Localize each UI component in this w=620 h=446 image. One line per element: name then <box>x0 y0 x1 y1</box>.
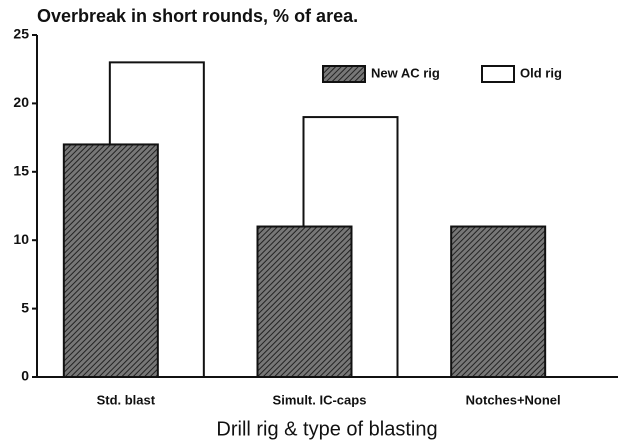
bar <box>256 225 353 378</box>
y-tick-label: 25 <box>13 26 29 42</box>
legend-label: Old rig <box>520 65 562 80</box>
legend-swatch <box>481 65 515 83</box>
bar <box>450 225 547 378</box>
y-tick-label: 0 <box>21 368 29 384</box>
x-tick-label: Simult. IC-caps <box>273 392 367 407</box>
x-axis-label: Drill rig & type of blasting <box>216 418 437 440</box>
x-tick-label: Std. blast <box>97 392 156 407</box>
y-tick-label: 5 <box>21 299 29 315</box>
y-tick-label: 10 <box>13 231 29 247</box>
chart-title: Overbreak in short rounds, % of area. <box>37 6 358 26</box>
x-tick-label: Notches+Nonel <box>466 392 561 407</box>
legend-label: New AC rig <box>371 65 440 80</box>
y-tick-label: 20 <box>13 94 29 110</box>
y-tick-label: 15 <box>13 163 29 179</box>
bar <box>62 143 159 378</box>
legend-swatch <box>322 65 366 83</box>
